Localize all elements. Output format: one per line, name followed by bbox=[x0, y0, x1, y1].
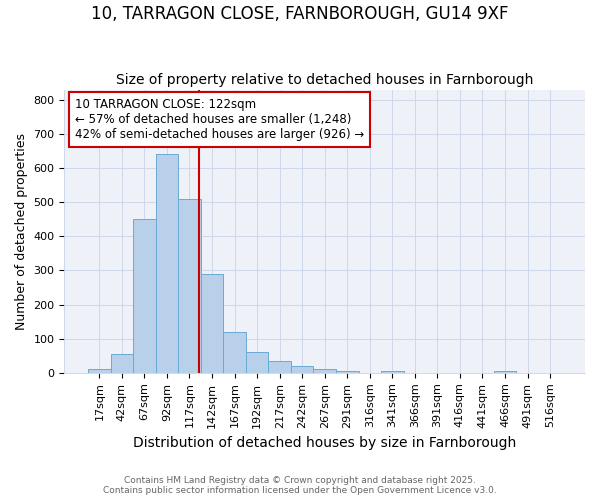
Bar bbox=[223, 332, 246, 373]
Bar bbox=[494, 371, 516, 373]
Bar bbox=[201, 274, 223, 373]
Bar bbox=[268, 361, 291, 373]
Bar bbox=[88, 370, 110, 373]
Bar bbox=[336, 371, 359, 373]
Bar bbox=[178, 199, 201, 373]
Text: 10, TARRAGON CLOSE, FARNBOROUGH, GU14 9XF: 10, TARRAGON CLOSE, FARNBOROUGH, GU14 9X… bbox=[91, 5, 509, 23]
Bar bbox=[110, 354, 133, 373]
Bar bbox=[155, 154, 178, 373]
X-axis label: Distribution of detached houses by size in Farnborough: Distribution of detached houses by size … bbox=[133, 436, 517, 450]
Bar bbox=[291, 366, 313, 373]
Title: Size of property relative to detached houses in Farnborough: Size of property relative to detached ho… bbox=[116, 73, 533, 87]
Text: 10 TARRAGON CLOSE: 122sqm
← 57% of detached houses are smaller (1,248)
42% of se: 10 TARRAGON CLOSE: 122sqm ← 57% of detac… bbox=[75, 98, 364, 141]
Bar bbox=[133, 219, 155, 373]
Bar bbox=[381, 371, 404, 373]
Y-axis label: Number of detached properties: Number of detached properties bbox=[15, 132, 28, 330]
Text: Contains HM Land Registry data © Crown copyright and database right 2025.
Contai: Contains HM Land Registry data © Crown c… bbox=[103, 476, 497, 495]
Bar bbox=[246, 352, 268, 373]
Bar bbox=[313, 370, 336, 373]
